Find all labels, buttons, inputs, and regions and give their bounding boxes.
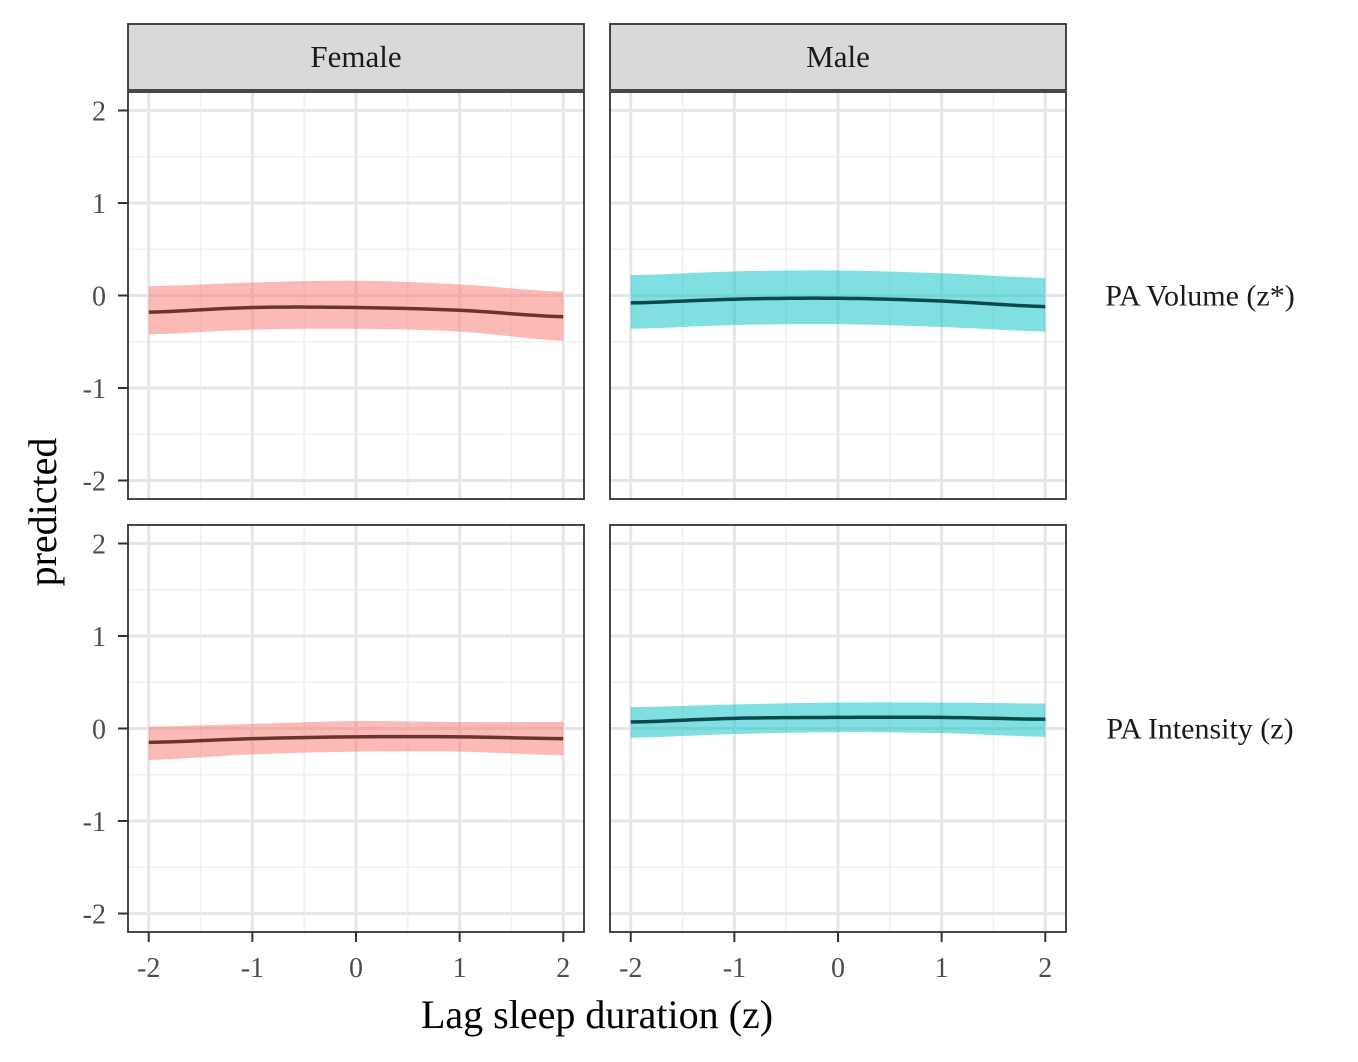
x-tick-label: -1 xyxy=(241,953,264,984)
panel-male-pa-intensity-z xyxy=(609,524,1067,933)
y-tick-label: -1 xyxy=(83,807,106,838)
x-tick-label: 0 xyxy=(831,953,845,984)
x-tick-label: -2 xyxy=(137,953,160,984)
strip-male: Male xyxy=(609,23,1067,91)
axes-layer: -2 -1 0 1 2 -2 -1 0 1 2 -2 -1 0 1 2 -2 -1 0 1 2 xyxy=(83,97,1053,985)
panel-male-pa-volume-z xyxy=(609,91,1067,500)
y-tick-label: 1 xyxy=(92,622,106,653)
strip-label-female: Female xyxy=(310,39,401,74)
x-tick-label: 1 xyxy=(935,953,949,984)
fit-line-female-pa-volume-z xyxy=(148,305,564,319)
panel-female-pa-intensity-z xyxy=(127,524,585,933)
y-tick-label: -2 xyxy=(83,467,106,498)
x-tick-label: 2 xyxy=(556,953,570,984)
x-tick-label: 2 xyxy=(1038,953,1052,984)
panels-layer xyxy=(127,91,1067,933)
strip-label-male: Male xyxy=(806,39,870,74)
y-tick-label: 0 xyxy=(92,282,106,313)
x-tick-label: 0 xyxy=(349,953,363,984)
strip-background xyxy=(127,23,585,91)
panel-female-pa-volume-z xyxy=(127,91,585,500)
y-tick-label: 2 xyxy=(92,530,106,561)
fit-line-female-pa-intensity-z xyxy=(148,734,564,745)
fit-line-male-pa-volume-z xyxy=(630,296,1046,309)
strip-background xyxy=(609,23,1067,91)
fit-line-male-pa-intensity-z xyxy=(630,715,1046,724)
row-label-pa-intensity-z: PA Intensity (z) xyxy=(1106,713,1293,746)
y-tick-label: 1 xyxy=(92,189,106,220)
x-tick-label: 1 xyxy=(453,953,467,984)
confidence-band-male-pa-volume-z xyxy=(630,270,1046,332)
confidence-band-male-pa-intensity-z xyxy=(630,702,1046,738)
confidence-band-female-pa-intensity-z xyxy=(148,721,564,760)
x-tick-label: -1 xyxy=(723,953,746,984)
row-label-pa-volume-z: PA Volume (z*) xyxy=(1105,280,1294,313)
y-axis-title: predicted xyxy=(20,438,65,587)
y-tick-label: -1 xyxy=(83,374,106,405)
x-axis-title: Lag sleep duration (z) xyxy=(421,992,773,1037)
panel-border xyxy=(609,91,1067,500)
y-tick-label: 2 xyxy=(92,97,106,128)
confidence-band-female-pa-volume-z xyxy=(148,280,564,341)
x-tick-label: -2 xyxy=(619,953,642,984)
y-tick-label: 0 xyxy=(92,715,106,746)
strip-female: Female xyxy=(127,23,585,91)
y-tick-label: -2 xyxy=(83,900,106,931)
strips-layer: Female Male PA Volume (z*) PA Intensity (z) xyxy=(127,23,1295,746)
